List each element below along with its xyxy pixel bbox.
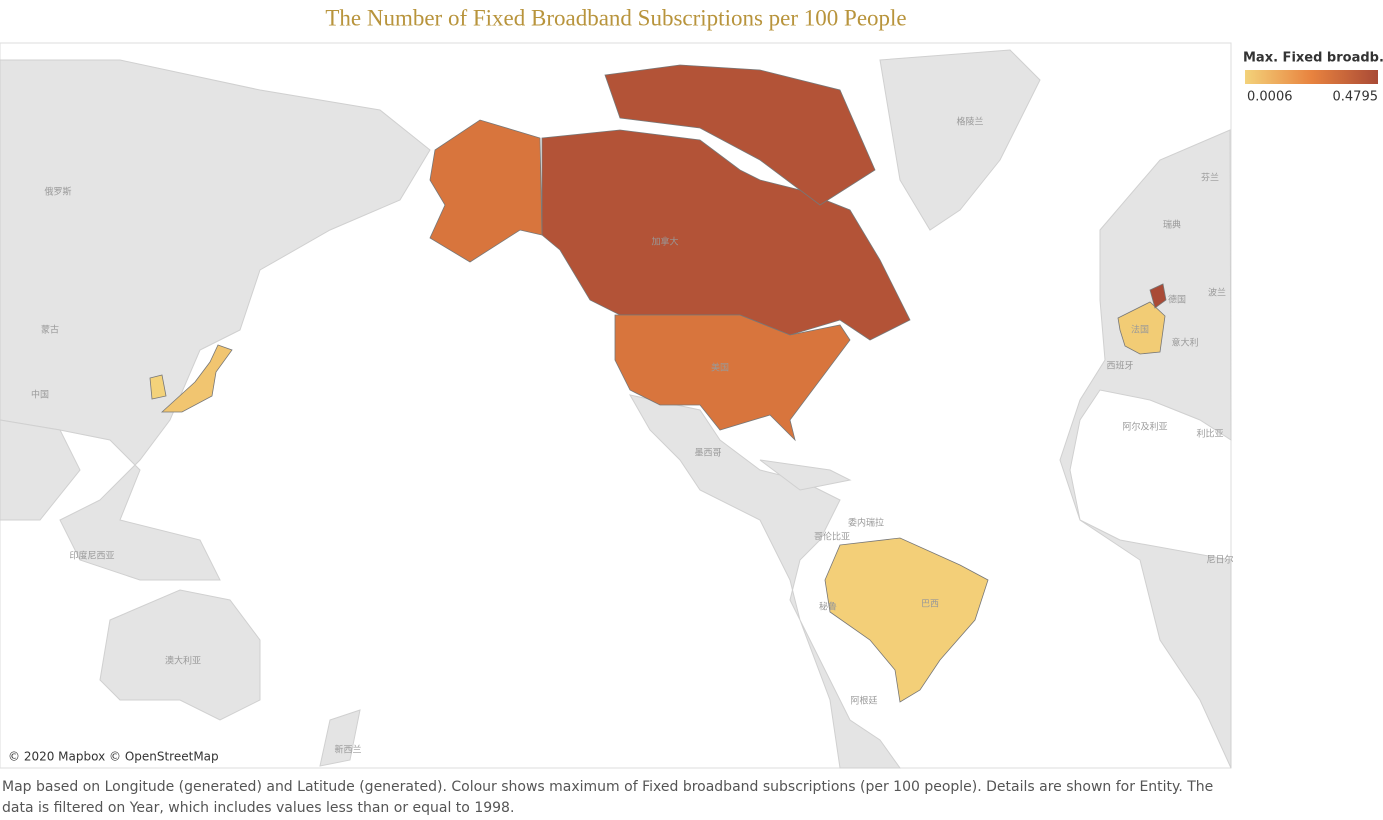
basemap-label: 委内瑞拉 <box>848 517 884 529</box>
legend-gradient <box>1245 70 1378 84</box>
basemap-label: 西班牙 <box>1106 360 1133 372</box>
basemap-label: 俄罗斯 <box>44 186 71 198</box>
basemap-label: 尼日尔 <box>1206 554 1233 566</box>
basemap <box>0 49 1232 769</box>
basemap-label: 美国 <box>711 362 729 374</box>
attribution: © 2020 Mapbox © OpenStreetMap <box>8 750 219 764</box>
caption: Map based on Longitude (generated) and L… <box>2 779 1214 816</box>
map-view: The Number of Fixed Broadband Subscripti… <box>0 5 1383 769</box>
basemap-label: 阿根廷 <box>850 695 877 707</box>
basemap-label: 中国 <box>31 389 49 401</box>
region <box>614 314 851 442</box>
basemap-label: 阿尔及利亚 <box>1122 421 1167 433</box>
region <box>1149 283 1167 309</box>
basemap-label: 法国 <box>1131 324 1149 336</box>
basemap-label: 澳大利亚 <box>165 655 201 667</box>
legend-title: Max. Fixed broadb.. <box>1243 51 1383 66</box>
region <box>604 64 876 206</box>
legend-max: 0.4795 <box>1333 90 1379 105</box>
region <box>541 129 911 341</box>
basemap-label: 巴西 <box>921 599 939 610</box>
basemap-label: 加拿大 <box>651 236 678 248</box>
region <box>160 344 233 413</box>
basemap-label: 新西兰 <box>334 744 361 756</box>
basemap-label: 印度尼西亚 <box>69 550 114 562</box>
basemap-label: 格陵兰 <box>956 116 983 128</box>
region <box>149 374 167 400</box>
basemap-label: 墨西哥 <box>694 448 721 459</box>
basemap-label: 意大利 <box>1171 337 1198 349</box>
basemap-label: 德国 <box>1168 294 1186 306</box>
region <box>429 119 543 263</box>
basemap-label: 瑞典 <box>1163 219 1181 231</box>
basemap-label: 哥伦比亚 <box>814 531 850 543</box>
basemap-label: 蒙古 <box>41 324 59 336</box>
region <box>1117 301 1166 355</box>
basemap-label: 利比亚 <box>1196 428 1223 440</box>
chart-title: The Number of Fixed Broadband Subscripti… <box>325 5 906 30</box>
basemap-label: 波兰 <box>1208 287 1226 299</box>
basemap-label: 秘鲁 <box>819 601 837 613</box>
region <box>824 537 989 703</box>
legend-min: 0.0006 <box>1247 90 1293 105</box>
basemap-label: 芬兰 <box>1201 172 1219 184</box>
regions <box>149 64 1167 703</box>
